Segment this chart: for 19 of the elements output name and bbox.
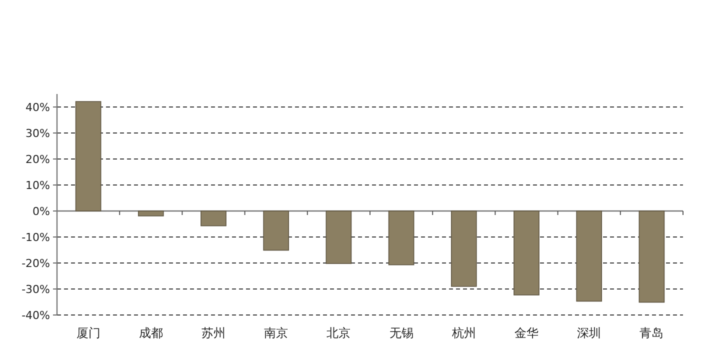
y-tick-label: -30% xyxy=(22,283,50,296)
y-tick-label: 40% xyxy=(26,101,50,114)
x-tick-label: 厦门 xyxy=(76,326,100,340)
x-tick-label: 成都 xyxy=(138,326,163,340)
x-tick-label: 金华 xyxy=(514,326,538,340)
y-tick-label: -20% xyxy=(22,257,50,270)
x-tick-label: 苏州 xyxy=(202,326,226,340)
y-tick-label: -10% xyxy=(22,231,50,244)
y-tick-label: 10% xyxy=(26,179,50,192)
x-tick-label: 北京 xyxy=(326,326,351,340)
y-tick-label: 30% xyxy=(26,127,50,140)
x-tick-label: 深圳 xyxy=(577,326,602,340)
x-tick-label: 南京 xyxy=(264,326,288,340)
x-tick-label: 杭州 xyxy=(450,326,476,340)
y-tick-label: 20% xyxy=(26,153,50,166)
y-tick-label: -40% xyxy=(22,309,50,322)
y-tick-label: 0% xyxy=(32,205,50,218)
x-tick-label: 无锡 xyxy=(389,326,414,340)
x-tick-label: 青岛 xyxy=(640,326,664,340)
